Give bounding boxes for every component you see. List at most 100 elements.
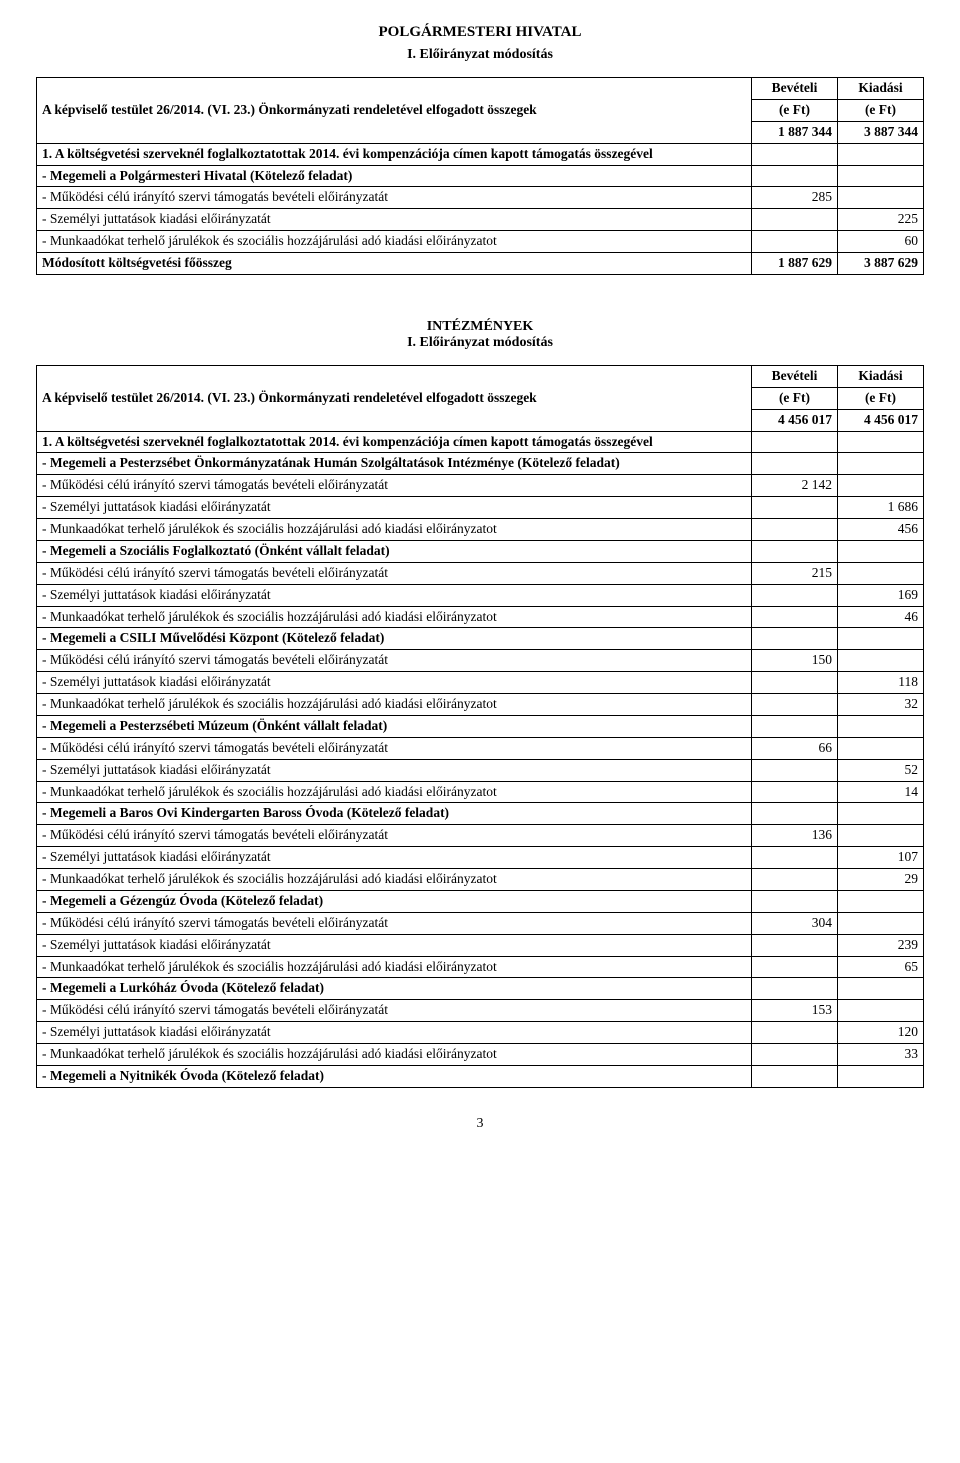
table-row-kiadas: 65 — [838, 956, 924, 978]
table-row-kiadas — [838, 978, 924, 1000]
table-row-bevetel — [752, 1044, 838, 1066]
table-row-label: - Megemeli a CSILI Művelődési Központ (K… — [37, 628, 752, 650]
start-kiadas: 3 887 344 — [838, 121, 924, 143]
table-row-label: - Személyi juttatások kiadási előirányza… — [37, 847, 752, 869]
table-row-bevetel — [752, 606, 838, 628]
table-row-label: - Személyi juttatások kiadási előirányza… — [37, 934, 752, 956]
table-row-label: - Megemeli a Nyitnikék Óvoda (Kötelező f… — [37, 1065, 752, 1087]
table-row-label: - Megemeli a Pesterzsébet Önkormányzatán… — [37, 453, 752, 475]
table-row-kiadas — [838, 562, 924, 584]
col-kiadas-unit: (e Ft) — [838, 99, 924, 121]
table-row-bevetel — [752, 759, 838, 781]
table-row-kiadas — [838, 803, 924, 825]
col-bevetel-unit-2: (e Ft) — [752, 387, 838, 409]
table-row-label: - Munkaadókat terhelő járulékok és szoci… — [37, 781, 752, 803]
table-polgarmesteri-hivatal: A képviselő testület 26/2014. (VI. 23.) … — [36, 77, 924, 275]
table-row-bevetel — [752, 519, 838, 541]
table-row-label: - Működési célú irányító szervi támogatá… — [37, 475, 752, 497]
table-row-label: - Személyi juttatások kiadási előirányza… — [37, 497, 752, 519]
table-row-bevetel — [752, 672, 838, 694]
table-row-bevetel — [752, 453, 838, 475]
table-row-bevetel — [752, 847, 838, 869]
table-row-bevetel: 2 142 — [752, 475, 838, 497]
table-row-bevetel: 215 — [752, 562, 838, 584]
table-row-label: - Személyi juttatások kiadási előirányza… — [37, 584, 752, 606]
table-row-kiadas: 46 — [838, 606, 924, 628]
table-row-kiadas: 29 — [838, 869, 924, 891]
table-row-kiadas — [838, 475, 924, 497]
table-row-bevetel: 66 — [752, 737, 838, 759]
table-row-bevetel — [752, 231, 838, 253]
table-row-bevetel — [752, 890, 838, 912]
table-row-kiadas — [838, 912, 924, 934]
table-row-label: - Munkaadókat terhelő járulékok és szoci… — [37, 1044, 752, 1066]
table-intezmenyek: A képviselő testület 26/2014. (VI. 23.) … — [36, 365, 924, 1088]
table-row-label: - Személyi juttatások kiadási előirányza… — [37, 759, 752, 781]
table-row-bevetel — [752, 978, 838, 1000]
table-row-label: - Munkaadókat terhelő járulékok és szoci… — [37, 606, 752, 628]
table-row-kiadas — [838, 540, 924, 562]
col-bevetel-header: Bevételi — [752, 78, 838, 100]
section-title: I. Előirányzat módosítás — [36, 47, 924, 63]
table-row-kiadas — [838, 1065, 924, 1087]
table-row-kiadas: 107 — [838, 847, 924, 869]
table-row-label: - Személyi juttatások kiadási előirányza… — [37, 209, 752, 231]
table-row-label: - Munkaadókat terhelő járulékok és szoci… — [37, 694, 752, 716]
table-row-kiadas: 120 — [838, 1022, 924, 1044]
table-row-kiadas: 169 — [838, 584, 924, 606]
table-row-kiadas — [838, 628, 924, 650]
col-bevetel-header-2: Bevételi — [752, 365, 838, 387]
table-row-label: - Működési célú irányító szervi támogatá… — [37, 650, 752, 672]
table-row-kiadas: 52 — [838, 759, 924, 781]
page-number: 3 — [36, 1116, 924, 1132]
table-row-bevetel — [752, 143, 838, 165]
table-row-label: - Megemeli a Gézengúz Óvoda (Kötelező fe… — [37, 890, 752, 912]
table-row-label: - Megemeli a Pesterzsébeti Múzeum (Önkén… — [37, 715, 752, 737]
total-bevetel: 1 887 629 — [752, 253, 838, 275]
col-bevetel-unit: (e Ft) — [752, 99, 838, 121]
table-row-label: - Személyi juttatások kiadási előirányza… — [37, 672, 752, 694]
table-row-kiadas: 118 — [838, 672, 924, 694]
table-row-label: - Munkaadókat terhelő járulékok és szoci… — [37, 519, 752, 541]
table-row-kiadas — [838, 143, 924, 165]
table-row-bevetel — [752, 956, 838, 978]
table-row-kiadas — [838, 650, 924, 672]
table-row-kiadas: 456 — [838, 519, 924, 541]
table-row-kiadas: 225 — [838, 209, 924, 231]
table-row-kiadas — [838, 1000, 924, 1022]
table-row-kiadas: 60 — [838, 231, 924, 253]
col-kiadas-header-2: Kiadási — [838, 365, 924, 387]
col-kiadas-unit-2: (e Ft) — [838, 387, 924, 409]
table-row-label: - Munkaadókat terhelő járulékok és szoci… — [37, 231, 752, 253]
decree-label: A képviselő testület 26/2014. (VI. 23.) … — [37, 78, 752, 144]
table-row-kiadas — [838, 890, 924, 912]
table-row-label: - Személyi juttatások kiadási előirányza… — [37, 1022, 752, 1044]
table-row-label: - Működési célú irányító szervi támogatá… — [37, 562, 752, 584]
table-row-kiadas: 14 — [838, 781, 924, 803]
table-row-bevetel — [752, 165, 838, 187]
table-row-kiadas — [838, 165, 924, 187]
table-row-label: - Megemeli a Szociális Foglalkoztató (Ön… — [37, 540, 752, 562]
table-row-label: - Munkaadókat terhelő járulékok és szoci… — [37, 869, 752, 891]
page-title: POLGÁRMESTERI HIVATAL — [36, 24, 924, 41]
table-row-bevetel: 136 — [752, 825, 838, 847]
table-row-bevetel: 285 — [752, 187, 838, 209]
table-row-bevetel — [752, 934, 838, 956]
table-row-kiadas: 1 686 — [838, 497, 924, 519]
table-row-bevetel — [752, 869, 838, 891]
table-row-bevetel — [752, 497, 838, 519]
col-kiadas-header: Kiadási — [838, 78, 924, 100]
table-row-bevetel — [752, 628, 838, 650]
start-bevetel: 1 887 344 — [752, 121, 838, 143]
table-row-label: - Megemeli a Polgármesteri Hivatal (Köte… — [37, 165, 752, 187]
table-row-bevetel — [752, 584, 838, 606]
table-row-label: - Működési célú irányító szervi támogatá… — [37, 912, 752, 934]
total-label: Módosított költségvetési főösszeg — [37, 253, 752, 275]
table-row-kiadas — [838, 187, 924, 209]
table-row-kiadas — [838, 825, 924, 847]
table-row-bevetel — [752, 209, 838, 231]
total-kiadas: 3 887 629 — [838, 253, 924, 275]
table-row-bevetel — [752, 540, 838, 562]
table-row-bevetel — [752, 803, 838, 825]
table-row-kiadas — [838, 453, 924, 475]
